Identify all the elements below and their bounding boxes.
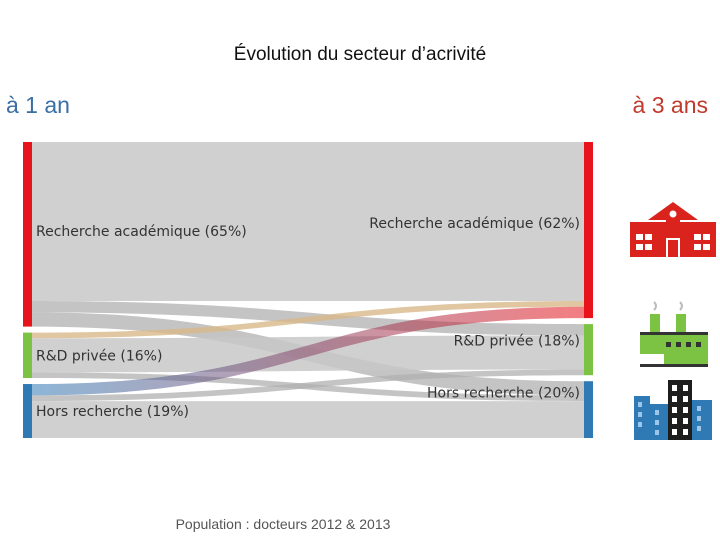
- left-node-label-private: R&D privée (16%): [36, 348, 162, 364]
- left-node-private: [23, 332, 32, 379]
- left-node-outside: [23, 384, 32, 438]
- flow-private-to-academic: [32, 301, 584, 339]
- right-node-private: [584, 324, 593, 376]
- left-node-label-academic: Recherche académique (65%): [36, 224, 247, 240]
- chart-title: Évolution du secteur d’acrivité: [233, 44, 487, 65]
- flow-outside-to-private: [32, 369, 584, 402]
- right-heading: à 3 ans: [632, 92, 708, 118]
- left-heading: à 1 an: [6, 92, 70, 118]
- flow-outside-to-academic: [32, 306, 584, 396]
- flow-academic-to-academic: [32, 142, 584, 302]
- right-node-label-academic: Recherche académique (62%): [369, 216, 580, 232]
- school-building-icon: [630, 202, 716, 257]
- right-node-label-outside: Hors recherche (20%): [427, 386, 580, 402]
- labels-layer: Recherche académique (65%) R&D privée (16…: [36, 216, 580, 420]
- flow-outside-to-outside: [32, 401, 584, 438]
- nodes-layer: [23, 142, 593, 438]
- population-footnote: Population : docteurs 2012 & 2013: [175, 516, 391, 532]
- right-node-academic: [584, 142, 593, 319]
- flows-layer: [32, 142, 584, 438]
- factory-icon: [640, 301, 708, 367]
- right-node-label-private: R&D privée (18%): [454, 334, 580, 350]
- left-node-label-outside: Hors recherche (19%): [36, 404, 189, 420]
- office-tower-icon: [634, 380, 712, 440]
- right-node-outside: [584, 381, 593, 438]
- left-node-academic: [23, 142, 32, 327]
